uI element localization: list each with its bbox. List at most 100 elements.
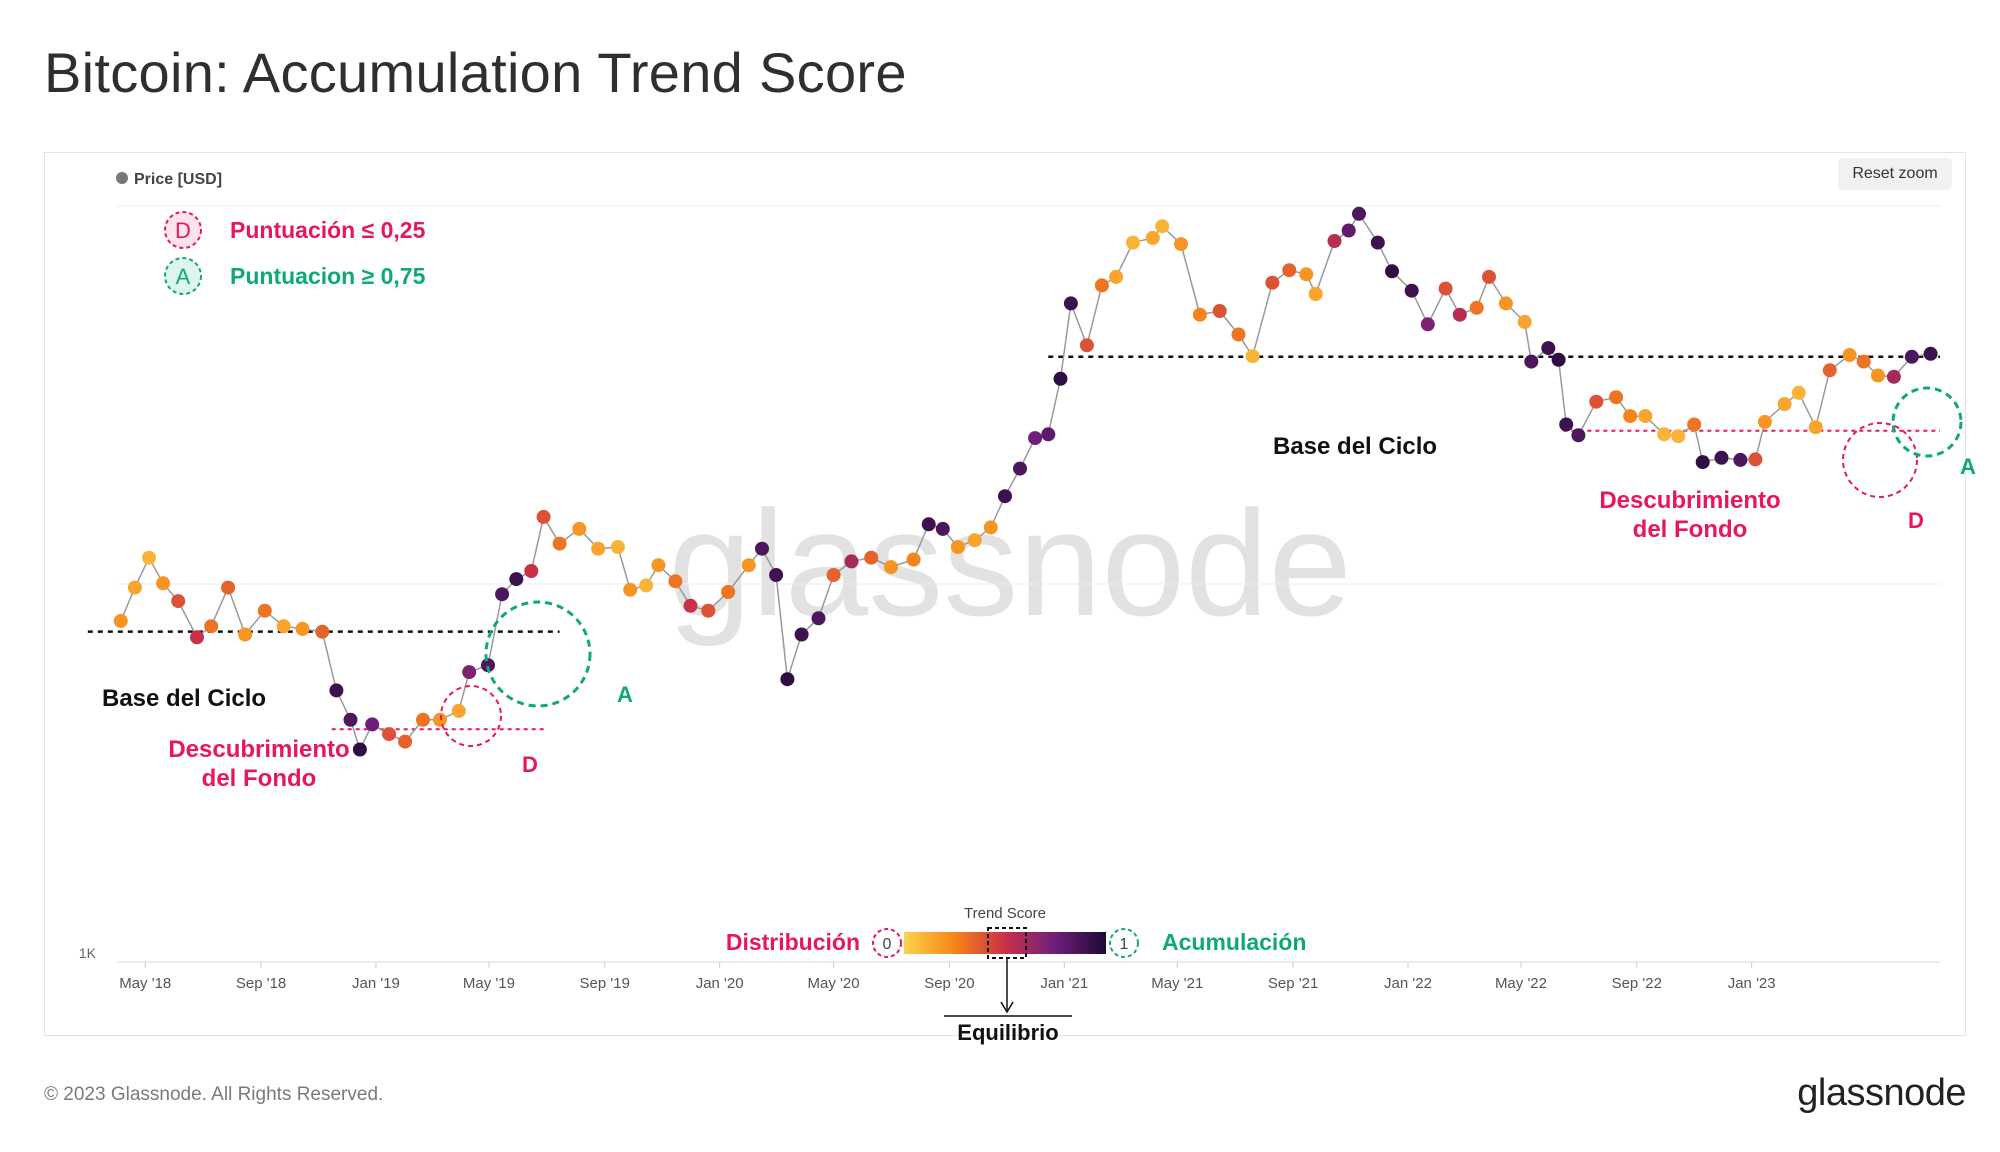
price-point[interactable] — [1404, 283, 1419, 298]
price-point[interactable] — [1385, 264, 1399, 279]
price-point[interactable] — [1623, 409, 1638, 424]
price-point[interactable] — [1063, 296, 1078, 311]
price-point[interactable] — [967, 533, 982, 548]
price-point[interactable] — [1904, 349, 1919, 364]
price-point[interactable] — [257, 603, 272, 618]
price-point[interactable] — [1094, 278, 1109, 293]
price-point[interactable] — [171, 594, 186, 609]
price-point[interactable] — [935, 521, 950, 536]
price-point[interactable] — [1671, 429, 1686, 444]
price-point[interactable] — [1886, 369, 1901, 384]
price-point[interactable] — [462, 665, 477, 680]
price-point[interactable] — [1053, 371, 1068, 386]
price-point[interactable] — [1498, 296, 1513, 311]
price-point[interactable] — [1791, 385, 1806, 400]
price-point[interactable] — [113, 613, 128, 628]
price-point[interactable] — [1192, 307, 1207, 322]
price-point[interactable] — [1212, 304, 1227, 318]
reset-zoom-button[interactable]: Reset zoom — [1838, 158, 1952, 190]
price-point[interactable] — [343, 712, 358, 727]
price-point[interactable] — [591, 541, 606, 556]
price-point[interactable] — [552, 536, 567, 551]
price-point[interactable] — [1126, 235, 1140, 250]
price-point[interactable] — [509, 572, 524, 587]
price-point[interactable] — [1145, 230, 1160, 245]
price-point[interactable] — [1822, 363, 1837, 378]
price-point[interactable] — [536, 509, 551, 524]
price-point[interactable] — [295, 621, 310, 636]
price-point[interactable] — [1482, 269, 1496, 284]
price-point[interactable] — [683, 598, 698, 613]
price-point[interactable] — [1155, 219, 1170, 234]
price-point[interactable] — [1420, 317, 1435, 332]
price-point[interactable] — [844, 554, 859, 569]
price-point[interactable] — [572, 521, 587, 536]
price-point[interactable] — [1524, 354, 1539, 369]
price-point[interactable] — [382, 727, 397, 742]
price-point[interactable] — [1327, 234, 1342, 248]
price-point[interactable] — [433, 712, 447, 727]
price-point[interactable] — [950, 540, 965, 554]
price-point[interactable] — [276, 619, 291, 634]
price-point[interactable] — [1541, 341, 1556, 356]
price-point[interactable] — [864, 550, 879, 565]
price-point[interactable] — [1265, 275, 1280, 290]
price-point[interactable] — [1013, 461, 1027, 476]
price-point[interactable] — [1842, 348, 1857, 362]
price-point[interactable] — [755, 541, 769, 556]
price-point[interactable] — [826, 568, 841, 582]
price-point[interactable] — [352, 742, 367, 757]
price-point[interactable] — [668, 574, 683, 589]
price-point[interactable] — [190, 630, 204, 645]
price-point[interactable] — [481, 658, 495, 673]
price-point[interactable] — [1551, 352, 1566, 367]
price-point[interactable] — [769, 568, 784, 582]
price-point[interactable] — [741, 558, 756, 573]
price-point[interactable] — [524, 564, 539, 578]
price-point[interactable] — [1109, 269, 1124, 284]
price-point[interactable] — [1341, 223, 1356, 238]
price-point[interactable] — [1609, 390, 1624, 405]
price-point[interactable] — [639, 578, 654, 593]
legend-label[interactable]: Price [USD] — [134, 171, 222, 188]
price-point[interactable] — [1028, 431, 1043, 446]
price-point[interactable] — [142, 550, 156, 565]
price-point[interactable] — [794, 627, 809, 642]
price-point[interactable] — [1589, 394, 1604, 409]
price-point[interactable] — [1748, 452, 1763, 467]
price-point[interactable] — [416, 712, 430, 727]
price-point[interactable] — [1923, 346, 1938, 361]
price-point[interactable] — [221, 580, 236, 595]
price-point[interactable] — [1041, 427, 1056, 442]
price-point[interactable] — [921, 517, 936, 532]
price-point[interactable] — [495, 587, 510, 602]
price-point[interactable] — [906, 552, 921, 567]
price-point[interactable] — [1856, 354, 1871, 369]
price-point[interactable] — [1559, 417, 1574, 432]
price-point[interactable] — [127, 580, 142, 595]
price-point[interactable] — [329, 683, 344, 698]
price-point[interactable] — [1687, 417, 1702, 432]
price-point[interactable] — [623, 582, 638, 597]
price-point[interactable] — [315, 624, 330, 639]
price-point[interactable] — [1657, 427, 1672, 442]
price-point[interactable] — [983, 520, 998, 535]
price-point[interactable] — [884, 560, 898, 575]
price-point[interactable] — [780, 672, 795, 687]
price-point[interactable] — [1870, 368, 1885, 383]
price-point[interactable] — [1571, 428, 1586, 443]
price-point[interactable] — [1079, 338, 1094, 353]
price-point[interactable] — [1452, 307, 1467, 322]
price-point[interactable] — [1777, 397, 1792, 412]
price-point[interactable] — [1245, 349, 1260, 364]
price-point[interactable] — [238, 627, 253, 642]
price-point[interactable] — [451, 703, 466, 718]
price-point[interactable] — [701, 603, 716, 618]
price-point[interactable] — [610, 540, 625, 554]
price-point[interactable] — [204, 619, 219, 634]
price-point[interactable] — [1174, 237, 1188, 252]
price-point[interactable] — [1308, 287, 1323, 301]
price-point[interactable] — [1299, 267, 1314, 282]
price-point[interactable] — [156, 576, 171, 591]
price-point[interactable] — [1438, 281, 1453, 296]
